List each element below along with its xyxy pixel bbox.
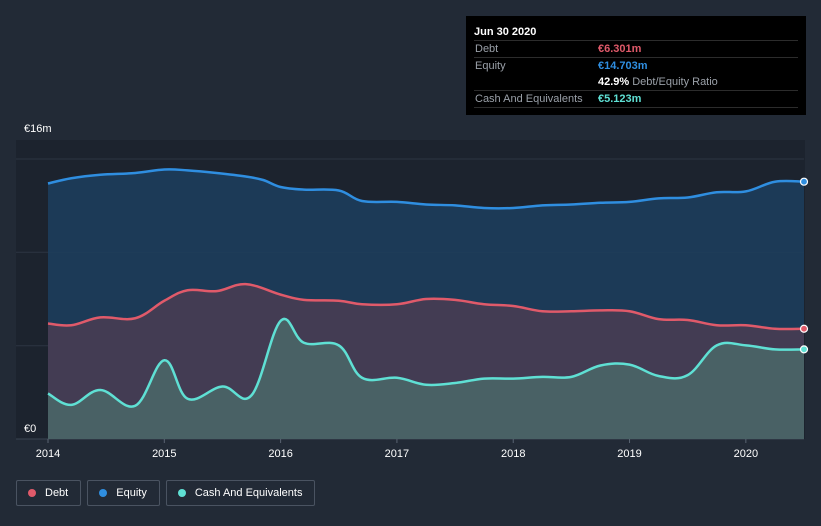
legend-item-debt[interactable]: Debt (16, 480, 82, 506)
equity-end-marker[interactable] (799, 177, 809, 186)
x-tick-label: 2019 (617, 448, 641, 460)
tooltip-cash-value: €5.123m (598, 93, 642, 105)
x-tick-label: 2018 (501, 448, 525, 460)
tooltip-cash-label: Cash And Equivalents (475, 93, 583, 105)
legend-label-equity: Equity (116, 487, 147, 499)
x-tick-label: 2015 (152, 448, 176, 460)
tooltip-debt-value: €6.301m (598, 43, 642, 55)
debt-dot-icon (28, 489, 36, 497)
y-axis-bottom-label: €0 (24, 423, 36, 435)
tooltip-ratio-label: Debt/Equity Ratio (632, 76, 718, 88)
cash-area (48, 318, 804, 439)
tooltip-ratio-value: 42.9% (598, 76, 630, 88)
legend-label-debt: Debt (45, 487, 69, 499)
tooltip: Jun 30 2020 Debt €6.301m Equity €14.703m… (466, 16, 806, 115)
x-tick-label: 2017 (385, 448, 409, 460)
debt-line (47, 282, 805, 331)
x-tick-label: 2020 (734, 448, 758, 460)
lines (47, 168, 805, 408)
legend: Debt Equity Cash And Equivalents (16, 480, 316, 506)
equity-dot-icon (99, 489, 108, 497)
tooltip-equity-row: Equity €14.703m (474, 57, 798, 74)
debt-end-marker[interactable] (799, 324, 809, 333)
markers (799, 177, 809, 354)
legend-item-equity[interactable]: Equity (87, 480, 160, 506)
cash-line (47, 317, 805, 408)
cash-end-marker[interactable] (799, 345, 809, 354)
tooltip-date: Jun 30 2020 (474, 26, 537, 38)
areas (48, 169, 804, 440)
x-tick-label: 2016 (268, 448, 292, 460)
legend-label-cash: Cash And Equivalents (194, 487, 303, 499)
x-tick-label: 2014 (36, 448, 60, 460)
y-axis-top-label: €16m (24, 123, 52, 135)
x-axis-ticks: 2014 2015 2016 2017 2018 2019 2020 (36, 439, 758, 460)
tooltip-ratio-row: 42.9% Debt/Equity Ratio (474, 74, 798, 90)
tooltip-debt-label: Debt (475, 43, 499, 55)
legend-item-cash[interactable]: Cash And Equivalents (165, 480, 316, 506)
tooltip-equity-label: Equity (475, 60, 506, 72)
cash-dot-icon (177, 489, 186, 497)
tooltip-equity-value: €14.703m (598, 60, 648, 72)
tooltip-cash-row: Cash And Equivalents €5.123m (474, 90, 798, 108)
tooltip-debt-row: Debt €6.301m (474, 40, 798, 57)
equity-line (47, 168, 805, 210)
